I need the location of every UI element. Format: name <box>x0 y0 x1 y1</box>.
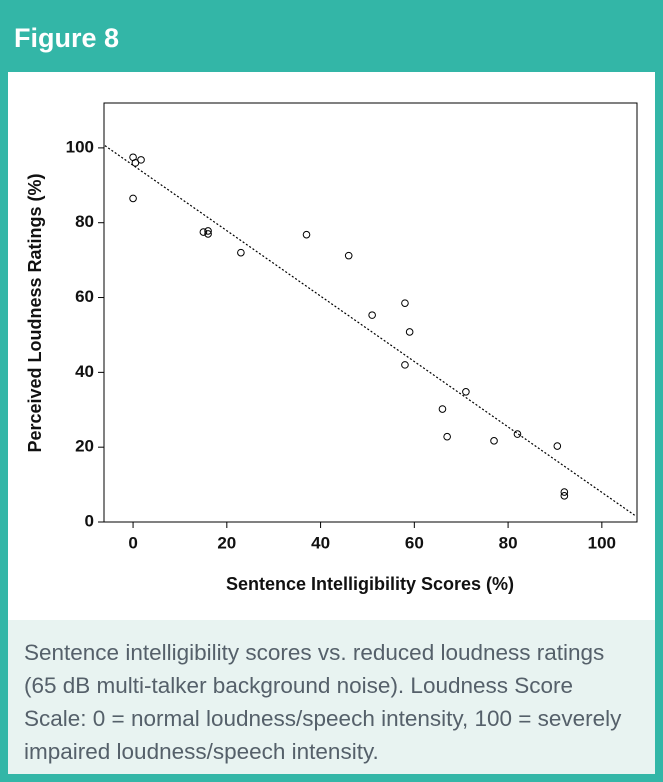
point <box>137 156 145 164</box>
point <box>344 251 353 260</box>
point <box>302 230 311 239</box>
point <box>204 227 212 235</box>
point <box>405 328 414 336</box>
y-tick-label: 80 <box>75 212 94 231</box>
x-tick-label: 80 <box>499 533 518 552</box>
x-tick-label: 40 <box>311 533 330 552</box>
point <box>237 248 245 257</box>
point <box>401 299 409 307</box>
plot-panel <box>8 72 655 620</box>
y-tick-label: 40 <box>75 362 94 381</box>
point <box>129 194 137 203</box>
x-tick-label: 100 <box>588 533 616 552</box>
figure-title: Figure 8 <box>14 23 119 53</box>
point <box>199 228 208 236</box>
point <box>204 230 212 238</box>
point <box>368 311 376 319</box>
point <box>401 361 409 369</box>
chart: Figure 8 Sentence Intelligibility Scores… <box>8 23 655 620</box>
point <box>513 430 522 438</box>
point <box>490 437 498 445</box>
point <box>560 492 569 500</box>
point <box>553 442 562 450</box>
x-axis-label: Sentence Intelligibility Scores (%) <box>226 574 514 594</box>
y-axis-label: Perceived Loudness Ratings (%) <box>25 173 45 452</box>
x-tick-label: 0 <box>128 533 137 552</box>
x-tick-label: 60 <box>405 533 424 552</box>
x-tick-label: 20 <box>217 533 236 552</box>
point <box>560 488 569 496</box>
y-tick-label: 0 <box>85 511 94 530</box>
point <box>438 405 447 413</box>
point <box>462 388 470 396</box>
plot-frame <box>103 102 638 523</box>
point <box>443 432 451 441</box>
caption: Sentence intelligibility scores vs. redu… <box>8 620 655 774</box>
y-tick-label: 60 <box>75 287 94 306</box>
y-tick-label: 100 <box>66 137 94 156</box>
y-tick-label: 20 <box>75 437 94 456</box>
